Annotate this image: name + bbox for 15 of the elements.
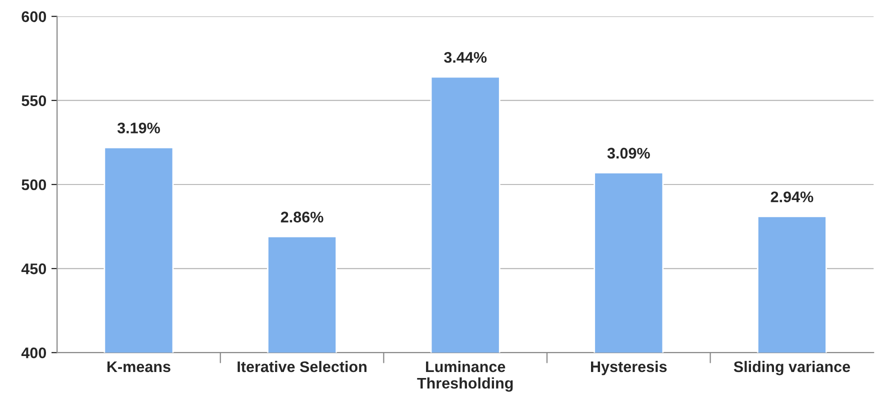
annotation: 3.19% [117,122,160,134]
annotation: 3.44% [444,52,487,63]
x-tick-label: Iterative Selection [238,360,366,372]
x-tick-label: Sliding variance [734,360,850,376]
y-tick-label: 600 [22,11,46,22]
x-tick-label: Hysteresis [591,360,667,376]
annotation: 3.09% [607,148,650,159]
y-tick-label: 450 [21,263,46,274]
y-tick-label: 400 [21,347,46,358]
annotation: 2.94% [770,191,814,202]
y-tick-label: 550 [22,95,46,106]
annotation: 2.86% [280,212,324,222]
x-tick-label: Luminance Thresholding [417,360,513,392]
y-tick-label: 500 [22,179,46,190]
x-tick-label: K-means [107,361,170,372]
